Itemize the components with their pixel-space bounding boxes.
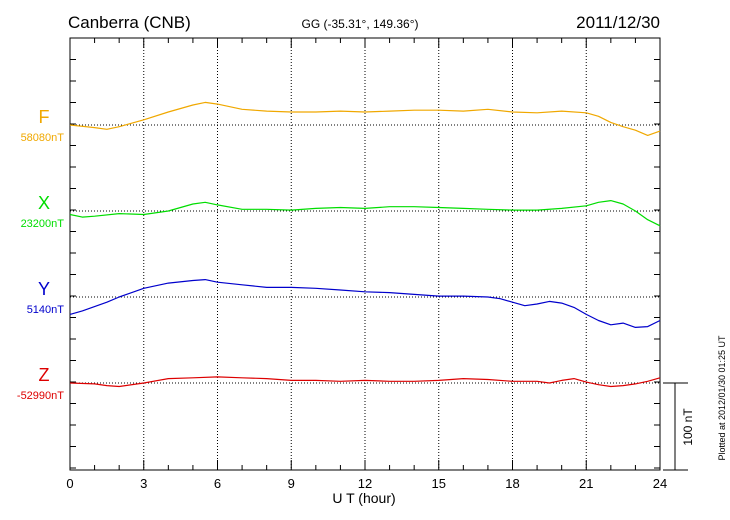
x-tick-label-9: 9 bbox=[288, 476, 295, 491]
scale-bar: 100 nT bbox=[663, 382, 695, 471]
series-lines bbox=[69, 101, 661, 388]
series-name-f: F bbox=[39, 107, 50, 127]
x-tick-label-18: 18 bbox=[505, 476, 519, 491]
x-tick-label-0: 0 bbox=[66, 476, 73, 491]
series-line-f bbox=[69, 101, 661, 136]
x-tick-label-24: 24 bbox=[653, 476, 667, 491]
date-label: 2011/12/30 bbox=[576, 13, 660, 32]
plotted-note: Plotted at 2012/01/30 01:25 UT bbox=[717, 335, 727, 461]
series-line-z bbox=[69, 376, 661, 388]
chart-grid bbox=[70, 38, 660, 470]
station-title: Canberra (CNB) bbox=[68, 13, 191, 32]
series-name-z: Z bbox=[39, 365, 50, 385]
series-name-x: X bbox=[38, 193, 50, 213]
series-baseline-f: 58080nT bbox=[21, 132, 65, 144]
x-tick-label-15: 15 bbox=[432, 476, 446, 491]
x-tick-label-12: 12 bbox=[358, 476, 372, 491]
x-axis-label: U T (hour) bbox=[332, 490, 395, 506]
chart-axes bbox=[69, 37, 661, 471]
series-baseline-z: -52990nT bbox=[17, 390, 64, 402]
series-baseline-y: 5140nT bbox=[27, 304, 65, 316]
coordinates-label: GG (-35.31°, 149.36°) bbox=[302, 17, 419, 31]
x-axis-ticks: 0 3 6 9 12 15 18 21 24 bbox=[66, 476, 667, 491]
series-line-y bbox=[69, 279, 661, 328]
series-baseline-x: 23200nT bbox=[21, 218, 65, 230]
scale-bar-label: 100 nT bbox=[681, 408, 695, 446]
x-tick-label-3: 3 bbox=[140, 476, 147, 491]
x-tick-label-6: 6 bbox=[214, 476, 221, 491]
series-name-y: Y bbox=[38, 279, 50, 299]
x-tick-label-21: 21 bbox=[579, 476, 593, 491]
series-labels: F 58080nT X 23200nT Y 5140nT Z -52990nT bbox=[17, 107, 64, 402]
series-line-x bbox=[69, 200, 661, 227]
